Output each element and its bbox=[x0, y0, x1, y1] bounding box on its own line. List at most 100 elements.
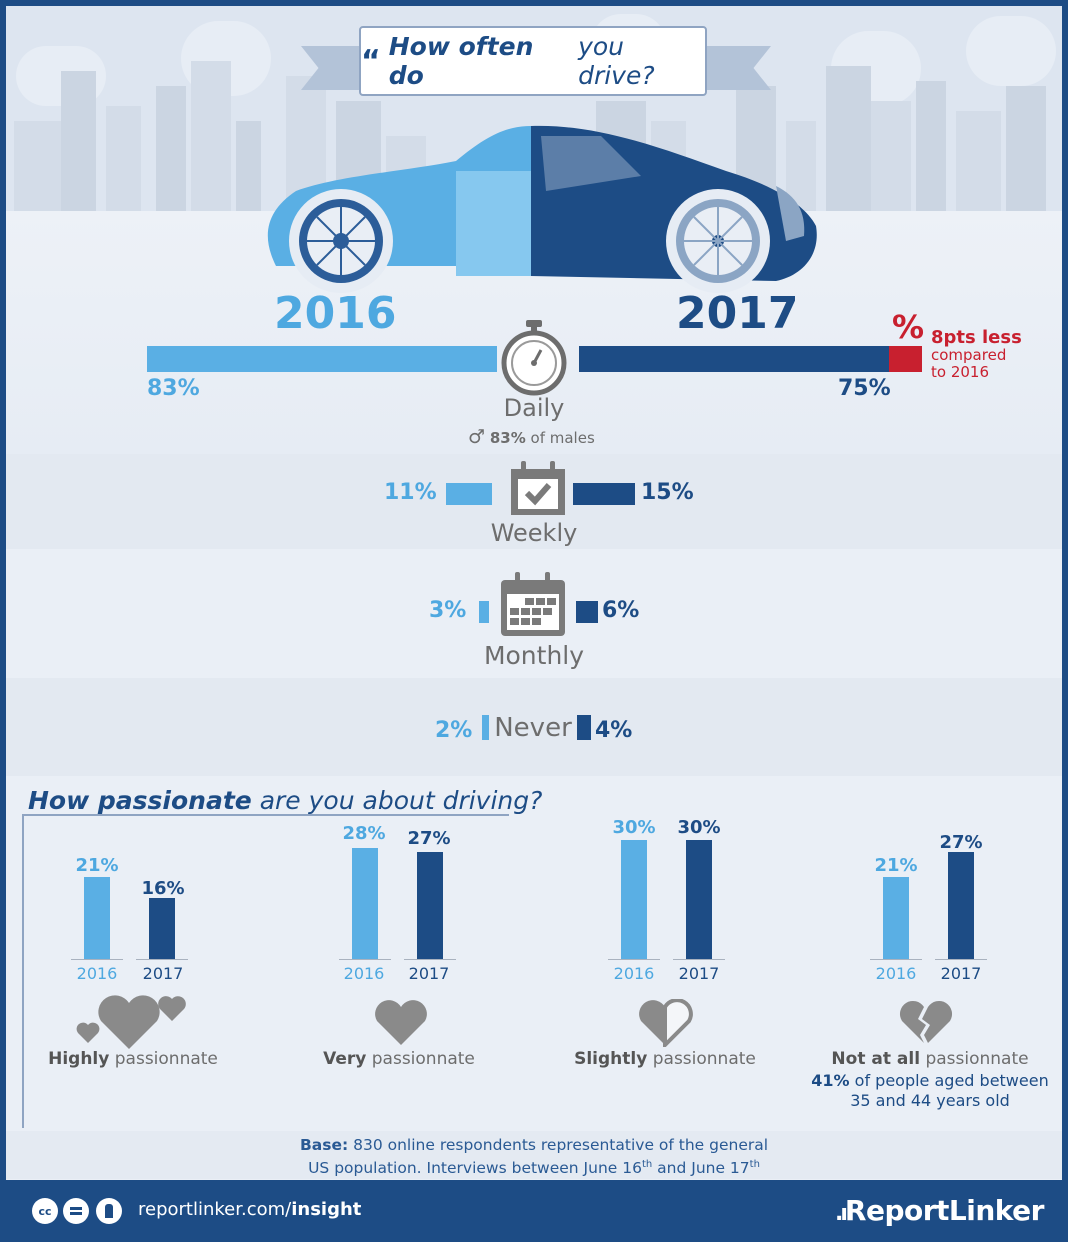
title-bold: How often do bbox=[388, 32, 534, 90]
never-2016-value: 2% bbox=[435, 718, 473, 743]
base-note: Base: 830 online respondents representat… bbox=[6, 1131, 1062, 1179]
highly-2016-value: 21% bbox=[75, 855, 119, 876]
weekly-2017-value: 15% bbox=[641, 480, 694, 505]
daily-label: Daily bbox=[503, 394, 565, 422]
daily-note: ♂ 83% of males bbox=[468, 426, 595, 448]
quote-icon: “ bbox=[361, 43, 381, 79]
percent-down-icon: % bbox=[892, 308, 925, 346]
daily-note-value: 83% bbox=[489, 429, 526, 447]
daily-2016-value: 83% bbox=[147, 376, 200, 401]
highly-label: Highly passionnate bbox=[13, 1049, 253, 1069]
never-band bbox=[6, 678, 1062, 776]
notatall-2017-value: 27% bbox=[939, 832, 983, 853]
base-line2a: US population. Interviews between June 1… bbox=[308, 1159, 642, 1178]
base-line2b: and June 17 bbox=[652, 1159, 750, 1178]
monthly-bar-2017 bbox=[576, 601, 598, 623]
highly-label-rest: passionnate bbox=[114, 1049, 218, 1069]
url-bold: insight bbox=[291, 1199, 362, 1220]
notatall-bar-2017 bbox=[948, 852, 974, 959]
slightly-label-rest: passionnate bbox=[652, 1049, 756, 1069]
notatall-bar-2016 bbox=[883, 877, 909, 959]
slightly-year-2017: 2017 bbox=[678, 964, 720, 983]
title-rest: you drive? bbox=[578, 32, 655, 90]
male-icon: ♂ bbox=[468, 426, 486, 448]
weekly-2016-value: 11% bbox=[384, 480, 437, 505]
very-year-2016: 2016 bbox=[343, 964, 385, 983]
heart-icon bbox=[375, 1000, 427, 1045]
notatall-note-line2: 35 and 44 years old bbox=[850, 1091, 1010, 1110]
daily-bar-2016 bbox=[147, 346, 497, 372]
insight-link[interactable]: reportlinker.com/insight bbox=[138, 1199, 361, 1220]
very-bar-2016 bbox=[352, 848, 378, 959]
weekly-bar-2017 bbox=[573, 483, 635, 505]
year-2016: 2016 bbox=[274, 288, 397, 339]
base-label: Base: bbox=[299, 1136, 349, 1154]
weekly-label: Weekly bbox=[490, 519, 578, 547]
notatall-label-bold: Not at all bbox=[831, 1049, 921, 1069]
highly-2017-value: 16% bbox=[141, 878, 185, 899]
notatall-year-2016: 2016 bbox=[875, 964, 917, 983]
daily-bar-2017 bbox=[579, 346, 889, 372]
bars-icon: .ı bbox=[835, 1201, 848, 1226]
notatall-label: Not at all passionnate bbox=[810, 1049, 1050, 1069]
reportlinker-logo: .ıReportLinker bbox=[835, 1194, 1044, 1227]
year-2017: 2017 bbox=[676, 288, 799, 339]
passion-title: How passionate are you about driving? bbox=[28, 786, 542, 815]
very-2017-value: 27% bbox=[407, 828, 451, 849]
slightly-2016-value: 30% bbox=[612, 817, 656, 838]
calendar-month-icon bbox=[499, 570, 567, 642]
hearts-icon bbox=[76, 995, 186, 1049]
notatall-note-value: 41% bbox=[811, 1071, 850, 1090]
slightly-bar-2016 bbox=[621, 840, 647, 959]
notatall-2016-value: 21% bbox=[874, 855, 918, 876]
highly-label-bold: Highly bbox=[48, 1049, 110, 1069]
passion-title-bold: How passionate bbox=[28, 786, 252, 815]
very-2016-value: 28% bbox=[342, 823, 386, 844]
base-sup2: th bbox=[749, 1159, 760, 1170]
never-label: Never bbox=[494, 713, 572, 743]
highly-bar-2016 bbox=[84, 877, 110, 959]
highly-year-2017: 2017 bbox=[142, 964, 184, 983]
slightly-label-bold: Slightly bbox=[574, 1049, 648, 1069]
passion-frame bbox=[22, 814, 509, 1128]
cc-icon: cc bbox=[32, 1198, 58, 1224]
notatall-note: 41% of people aged between 35 and 44 yea… bbox=[800, 1071, 1060, 1111]
very-label: Very passionnate bbox=[279, 1049, 519, 1069]
broken-heart-icon bbox=[899, 1000, 953, 1043]
by-icon bbox=[96, 1198, 122, 1224]
url-main: reportlinker.com/ bbox=[138, 1199, 292, 1220]
slightly-year-2016: 2016 bbox=[613, 964, 655, 983]
monthly-bar-2016 bbox=[479, 601, 489, 623]
calendar-check-icon bbox=[509, 461, 567, 521]
notatall-year-2017: 2017 bbox=[940, 964, 982, 983]
highly-bar-2017 bbox=[149, 898, 175, 959]
monthly-2016-value: 3% bbox=[429, 598, 467, 623]
slightly-2017-value: 30% bbox=[677, 817, 721, 838]
monthly-2017-value: 6% bbox=[602, 598, 640, 623]
daily-2017-value: 75% bbox=[838, 376, 891, 401]
base-line1: 830 online respondents representative of… bbox=[353, 1136, 769, 1154]
daily-delta-line2: compared bbox=[931, 346, 1007, 364]
monthly-label: Monthly bbox=[483, 641, 585, 670]
notatall-note-line1: of people aged between bbox=[854, 1071, 1049, 1090]
never-2017-value: 4% bbox=[595, 718, 633, 743]
stopwatch-icon bbox=[499, 318, 569, 402]
daily-delta-title: 8pts less bbox=[931, 327, 1022, 348]
daily-delta-bar bbox=[889, 346, 922, 372]
page-title: “ How often do you drive? bbox=[359, 26, 707, 96]
daily-note-text: of males bbox=[530, 429, 595, 447]
weekly-bar-2016 bbox=[446, 483, 492, 505]
nd-icon bbox=[63, 1198, 89, 1224]
slightly-bar-2017 bbox=[686, 840, 712, 959]
never-bar-2017 bbox=[577, 715, 591, 740]
half-heart-icon bbox=[639, 999, 693, 1047]
very-label-bold: Very bbox=[323, 1049, 367, 1069]
very-bar-2017 bbox=[417, 852, 443, 959]
base-sup1: th bbox=[641, 1159, 653, 1170]
notatall-label-rest: passionnate bbox=[925, 1049, 1029, 1069]
very-year-2017: 2017 bbox=[408, 964, 450, 983]
passion-title-rest: are you about driving? bbox=[259, 786, 543, 815]
slightly-label: Slightly passionnate bbox=[545, 1049, 785, 1069]
highly-year-2016: 2016 bbox=[76, 964, 118, 983]
footer: cc reportlinker.com/insight .ıReportLink… bbox=[0, 1180, 1068, 1242]
